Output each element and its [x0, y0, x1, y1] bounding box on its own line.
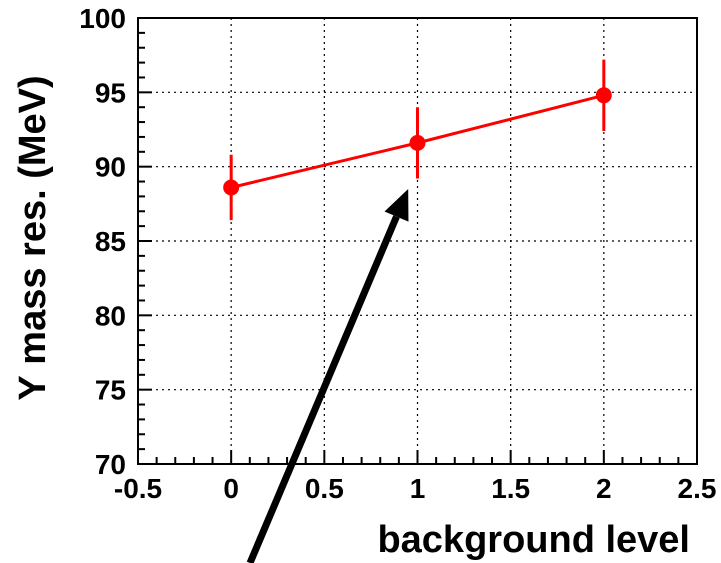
data-point — [595, 87, 612, 104]
y-tick-label: 100 — [79, 3, 126, 34]
y-tick-label: 90 — [95, 152, 126, 183]
y-tick-label: 95 — [95, 77, 126, 108]
data-point — [409, 134, 426, 151]
axes — [137, 17, 698, 465]
annotations — [246, 188, 409, 563]
x-axis-label: background level — [377, 519, 690, 561]
x-tick-label: 1.5 — [491, 473, 530, 504]
x-tick-label: 2.5 — [678, 473, 717, 504]
y-tick-label: 80 — [95, 300, 126, 331]
grid — [138, 18, 697, 464]
y-tick-label: 85 — [95, 226, 126, 257]
x-tick-label: -0.5 — [114, 473, 162, 504]
data-point — [223, 179, 240, 196]
tick-labels: -0.5 0 0.5 1 1.5 2 2.5 70 75 80 85 90 95 100 — [79, 3, 716, 504]
x-tick-label: 0 — [223, 473, 239, 504]
x-tick-label: 0.5 — [305, 473, 344, 504]
y-tick-label: 70 — [95, 449, 126, 480]
y-axis-label: Υ mass res. (MeV) — [12, 75, 54, 400]
data-series — [223, 59, 612, 221]
y-tick-label: 75 — [95, 375, 126, 406]
x-tick-label: 1 — [410, 473, 426, 504]
annotation-arrow-shaft — [246, 215, 400, 563]
x-tick-label: 2 — [596, 473, 612, 504]
annotation-arrow-head — [384, 188, 409, 222]
